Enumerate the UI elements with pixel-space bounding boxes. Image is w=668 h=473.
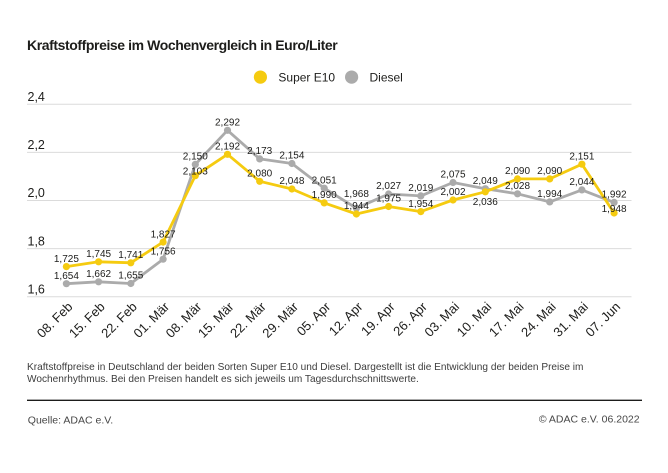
svg-text:1,741: 1,741 [118,250,143,261]
svg-text:Diesel: Diesel [370,70,403,84]
svg-text:1,655: 1,655 [118,271,143,282]
svg-text:1,745: 1,745 [86,249,111,260]
svg-text:2,080: 2,080 [247,169,272,180]
svg-text:1,968: 1,968 [344,189,369,200]
svg-text:Kraftstoffpreise in Deutschlan: Kraftstoffpreise in Deutschland der beid… [27,362,583,373]
svg-text:2,173: 2,173 [247,146,272,157]
svg-text:2,090: 2,090 [505,166,530,177]
svg-text:2,154: 2,154 [279,151,304,162]
svg-text:1,948: 1,948 [602,204,627,215]
svg-text:1,827: 1,827 [151,229,176,240]
svg-text:Super E10: Super E10 [278,70,335,84]
svg-text:2,2: 2,2 [28,138,45,152]
svg-text:2,051: 2,051 [312,175,337,186]
svg-text:1,954: 1,954 [408,199,433,210]
svg-text:2,027: 2,027 [376,181,401,192]
svg-text:2,048: 2,048 [279,176,304,187]
svg-text:2,090: 2,090 [537,166,562,177]
svg-text:1,725: 1,725 [54,254,79,265]
svg-text:Quelle: ADAC e.V.: Quelle: ADAC e.V. [28,414,113,426]
svg-text:2,150: 2,150 [183,152,208,163]
svg-text:1,8: 1,8 [28,234,45,248]
svg-text:2,151: 2,151 [569,151,594,162]
svg-text:2,4: 2,4 [28,90,45,104]
svg-text:1,990: 1,990 [312,190,337,201]
svg-text:Wochenrhythmus. Bei den Preise: Wochenrhythmus. Bei den Preisen handelt … [27,374,419,385]
svg-text:2,044: 2,044 [569,177,594,188]
svg-text:1,756: 1,756 [151,246,176,257]
svg-text:2,192: 2,192 [215,142,240,153]
svg-text:1,994: 1,994 [537,189,562,200]
svg-text:2,075: 2,075 [440,170,465,181]
svg-text:1,654: 1,654 [54,271,79,282]
svg-text:2,019: 2,019 [408,183,433,194]
svg-text:2,002: 2,002 [440,187,465,198]
svg-text:© ADAC e.V. 06.2022: © ADAC e.V. 06.2022 [539,414,640,426]
svg-text:1,992: 1,992 [602,190,627,201]
svg-text:1,975: 1,975 [376,194,401,205]
svg-text:2,028: 2,028 [505,181,530,192]
svg-text:2,292: 2,292 [215,118,240,129]
svg-text:1,662: 1,662 [86,269,111,280]
svg-text:Kraftstoffpreise im Wochenverg: Kraftstoffpreise im Wochenvergleich in E… [27,37,338,53]
svg-text:1,6: 1,6 [28,282,45,296]
svg-text:1,944: 1,944 [344,201,369,212]
svg-text:2,103: 2,103 [183,167,208,178]
svg-text:2,049: 2,049 [473,176,498,187]
svg-text:2,0: 2,0 [28,186,45,200]
svg-text:2,036: 2,036 [473,197,498,208]
